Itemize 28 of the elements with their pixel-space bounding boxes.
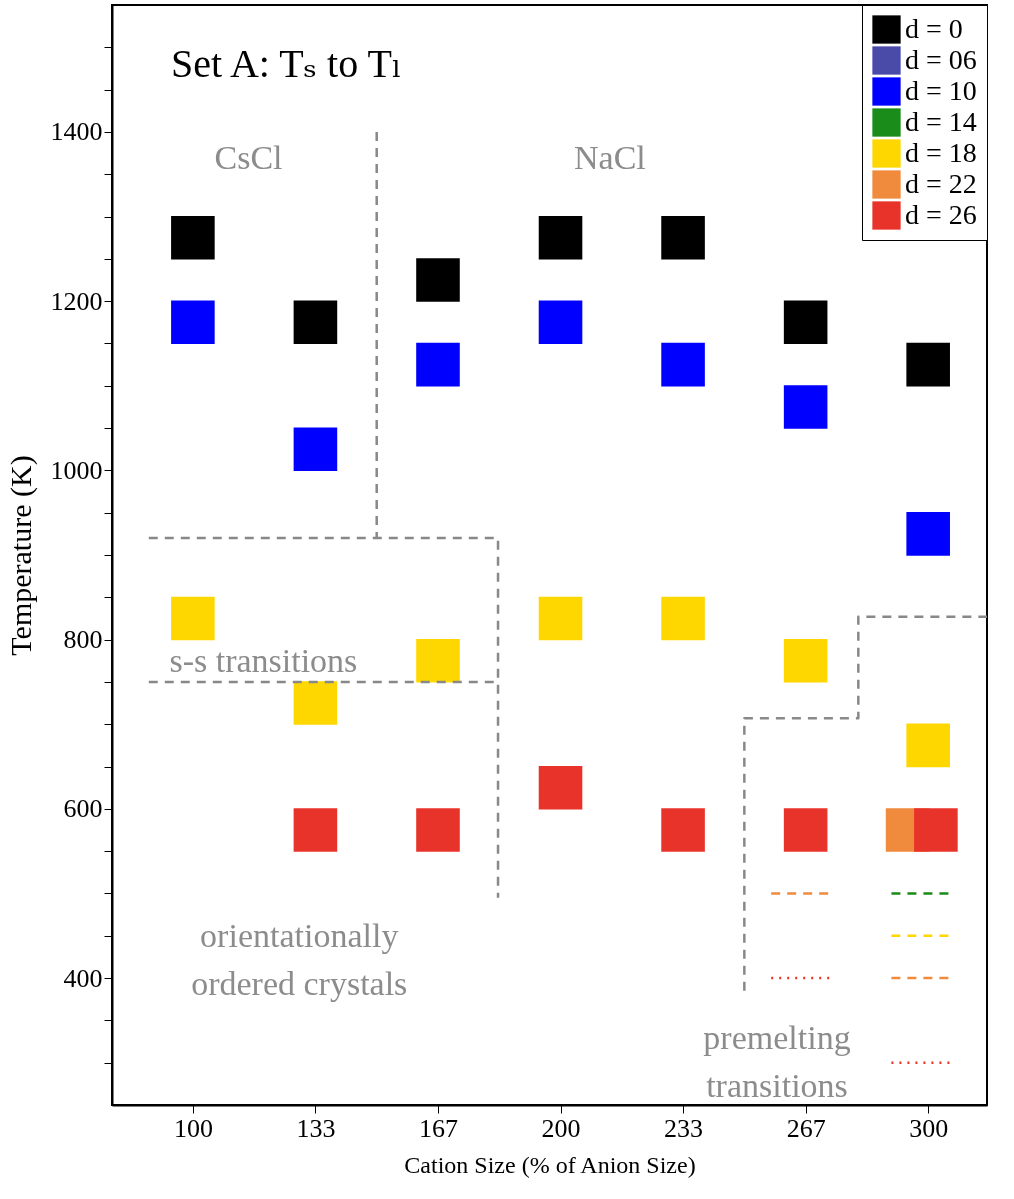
x-tick-label: 100: [173, 1113, 213, 1143]
legend-label: d = 0: [905, 12, 963, 44]
y-tick-label: 1200: [50, 286, 103, 316]
y-tick-label: 400: [63, 963, 103, 993]
annotation: orientationally ordered crystals: [191, 916, 408, 1002]
x-tick-label: 167: [418, 1113, 458, 1143]
annotation: s-s transitions: [169, 641, 358, 679]
x-tick-label: 233: [664, 1113, 704, 1143]
y-tick-label: 1000: [50, 455, 103, 485]
x-tick-label: 133: [296, 1113, 336, 1143]
annotation: NaCl: [573, 139, 646, 176]
x-tick-label: 300: [909, 1113, 949, 1143]
legend-label: d = 26: [905, 198, 977, 230]
y-tick-label: 1400: [50, 117, 103, 147]
x-axis-title: Cation Size (% of Anion Size): [404, 1151, 696, 1178]
text: Set A: Tₛ to Tₗ: [171, 40, 402, 86]
legend-label: d = 14: [905, 105, 977, 137]
annotation: CsCl: [214, 139, 283, 176]
y-axis-title: Temperature (K): [3, 455, 38, 656]
legend-label: d = 06: [905, 43, 977, 75]
y-tick-label: 600: [63, 794, 103, 824]
x-tick-label: 267: [786, 1113, 826, 1143]
legend-label: d = 22: [905, 167, 977, 199]
annotation: premelting transitions: [703, 1019, 851, 1104]
legend-label: d = 18: [905, 136, 977, 168]
legend-label: d = 10: [905, 74, 977, 106]
x-tick-label: 200: [541, 1113, 581, 1143]
y-tick-label: 800: [63, 625, 103, 655]
